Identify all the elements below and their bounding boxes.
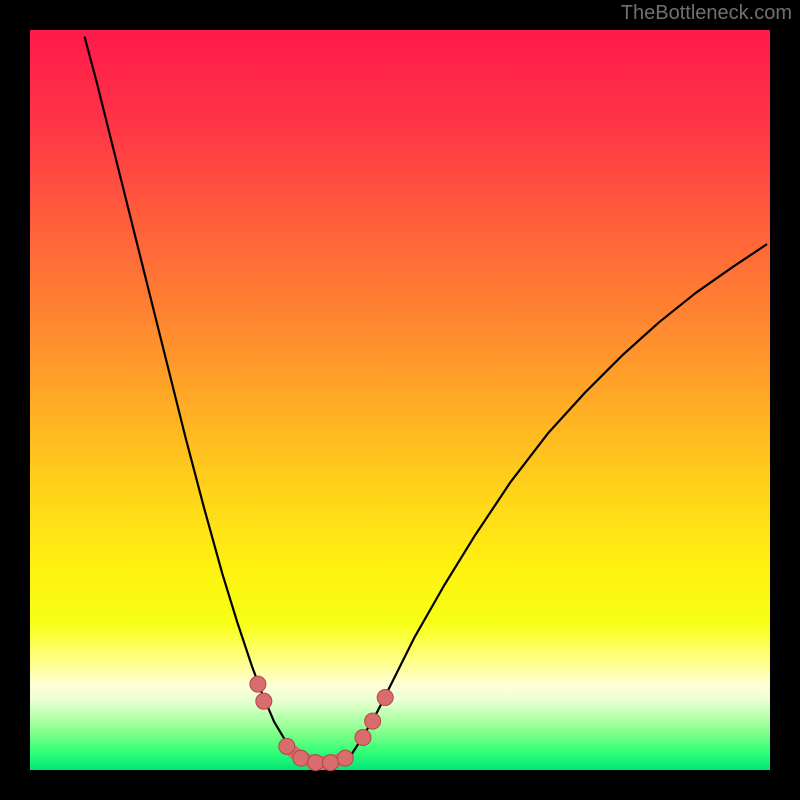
marker-point: [250, 676, 266, 692]
marker-point: [322, 755, 338, 771]
chart-container: TheBottleneck.com: [0, 0, 800, 800]
marker-point: [337, 750, 353, 766]
marker-point: [256, 693, 272, 709]
marker-point: [365, 713, 381, 729]
marker-point: [355, 729, 371, 745]
watermark-text: TheBottleneck.com: [621, 2, 792, 25]
marker-point: [293, 750, 309, 766]
bottleneck-chart: [0, 0, 800, 800]
marker-point: [308, 755, 324, 771]
marker-point: [279, 738, 295, 754]
plot-background: [30, 30, 770, 770]
marker-point: [377, 689, 393, 705]
